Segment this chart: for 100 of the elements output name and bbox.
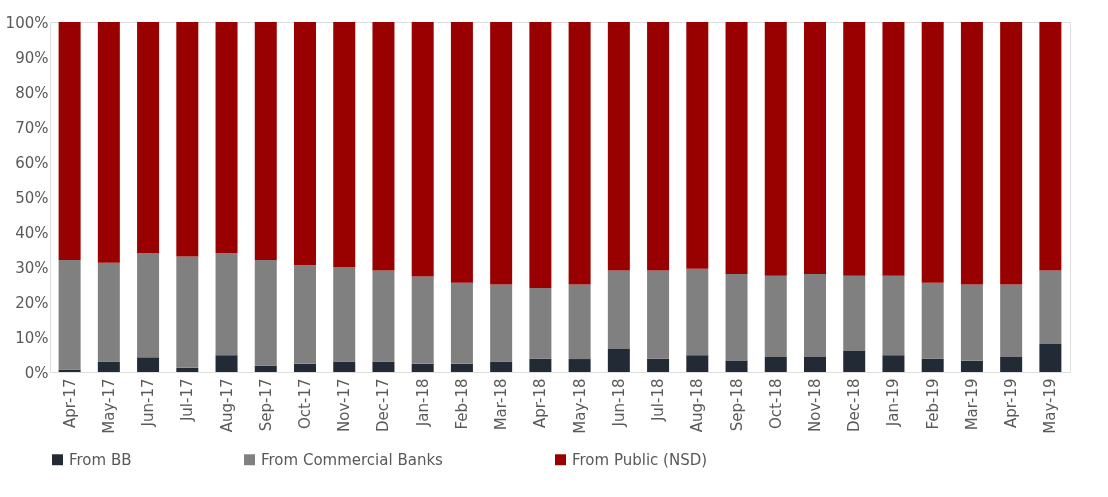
bar xyxy=(529,288,552,359)
bar xyxy=(686,22,709,269)
bar xyxy=(843,275,866,351)
bar xyxy=(686,268,709,356)
bar xyxy=(490,361,513,372)
bar xyxy=(215,355,238,372)
y-tick-label: 40% xyxy=(15,223,49,242)
bar xyxy=(804,356,826,372)
bar xyxy=(1039,22,1062,271)
y-tick-label: 20% xyxy=(15,293,49,312)
bar xyxy=(921,282,944,359)
bar xyxy=(333,361,356,372)
x-tick-label: Aug-18 xyxy=(688,378,707,433)
bar xyxy=(450,282,473,364)
bar xyxy=(1000,284,1023,357)
x-tick-label: Jun-17 xyxy=(139,378,158,428)
bar xyxy=(882,22,905,276)
bar xyxy=(568,22,591,285)
y-tick-label: 50% xyxy=(15,188,49,207)
bar xyxy=(686,355,709,372)
bar xyxy=(764,22,787,276)
x-tick-label: Dec-18 xyxy=(845,378,864,433)
bar xyxy=(176,22,199,257)
bar xyxy=(804,22,826,274)
y-tick-label: 70% xyxy=(15,118,49,137)
bar xyxy=(960,284,983,361)
x-tick-label: May-18 xyxy=(570,378,589,434)
x-tick-label: Jul-17 xyxy=(178,378,197,423)
y-tick-label: 0% xyxy=(24,363,49,382)
bar xyxy=(97,361,120,372)
bar xyxy=(137,253,160,358)
y-tick-label: 90% xyxy=(15,48,49,67)
x-tick-label: Nov-17 xyxy=(335,378,354,432)
bar xyxy=(450,363,473,372)
bar xyxy=(254,22,277,260)
bar xyxy=(411,22,434,277)
bar xyxy=(843,351,866,372)
bar xyxy=(725,360,748,372)
bar xyxy=(215,253,238,356)
x-tick-label: Feb-18 xyxy=(452,378,471,430)
bar xyxy=(333,22,356,267)
bar xyxy=(490,284,513,362)
bar xyxy=(58,22,81,260)
x-tick-label: Jan-19 xyxy=(884,378,903,428)
bar xyxy=(607,348,630,372)
y-tick-label: 10% xyxy=(15,328,49,347)
bar xyxy=(333,267,356,362)
bar xyxy=(764,356,787,372)
bar xyxy=(647,358,670,372)
bar xyxy=(372,22,395,271)
bar xyxy=(568,359,591,372)
bar xyxy=(764,275,787,357)
legend-label: From Public (NSD) xyxy=(572,450,708,469)
y-tick-label: 30% xyxy=(15,258,49,277)
bar xyxy=(176,367,199,372)
bar xyxy=(568,284,591,360)
bar xyxy=(843,22,866,276)
bar xyxy=(97,262,120,362)
y-tick-label: 60% xyxy=(15,153,49,172)
bar xyxy=(450,22,473,283)
bar xyxy=(490,22,513,285)
bar xyxy=(137,357,160,372)
x-tick-label: Feb-19 xyxy=(923,378,942,430)
bar xyxy=(137,22,160,253)
bar xyxy=(254,365,277,372)
x-tick-label: May-17 xyxy=(99,378,118,434)
bar xyxy=(1039,270,1062,344)
bar xyxy=(254,260,277,366)
bar xyxy=(647,22,670,271)
x-tick-label: Apr-19 xyxy=(1002,378,1021,428)
bar xyxy=(97,22,120,263)
bar xyxy=(215,22,238,253)
bar xyxy=(294,265,316,364)
bar xyxy=(1000,22,1023,285)
bar xyxy=(725,274,748,361)
x-tick-label: Aug-17 xyxy=(217,378,236,433)
bar xyxy=(921,22,944,283)
bar xyxy=(372,270,395,362)
x-tick-label: Sep-18 xyxy=(727,378,746,432)
bar xyxy=(294,363,316,372)
bar xyxy=(607,22,630,271)
legend-label: From Commercial Banks xyxy=(261,450,444,469)
y-tick-label: 80% xyxy=(15,83,49,102)
bar xyxy=(58,260,81,370)
bar xyxy=(1039,344,1062,372)
bar xyxy=(960,22,983,285)
bar xyxy=(960,360,983,372)
x-tick-label: Jan-18 xyxy=(413,378,432,428)
x-tick-label: Nov-18 xyxy=(806,378,824,432)
bar xyxy=(921,358,944,372)
bar xyxy=(372,361,395,372)
bar xyxy=(529,358,552,372)
bar xyxy=(647,270,670,359)
bar xyxy=(411,363,434,372)
legend-label: From BB xyxy=(69,450,132,469)
x-tick-label: Oct-17 xyxy=(296,378,314,429)
bar xyxy=(882,275,905,356)
bar xyxy=(411,276,434,364)
bar xyxy=(294,22,316,266)
bar xyxy=(725,22,748,274)
